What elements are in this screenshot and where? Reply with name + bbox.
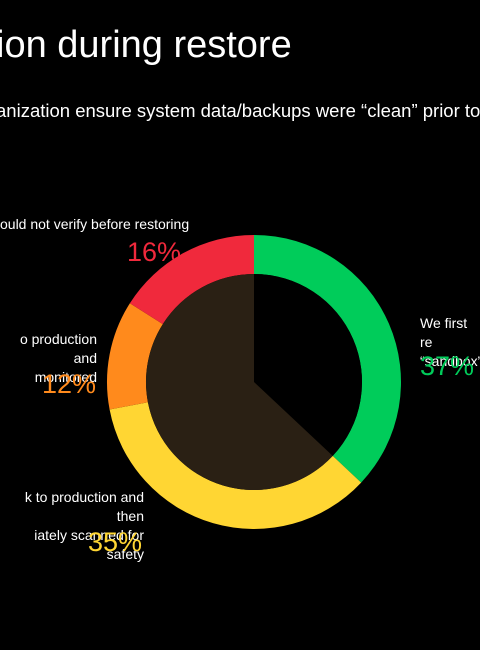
donut-segment-not-verified — [129, 234, 254, 325]
inner-pie-first-slice — [254, 274, 362, 456]
donut-ring — [107, 234, 401, 529]
slice-label-monitored: o production and monitored — [19, 331, 97, 385]
donut-segment-sandbox — [254, 235, 401, 483]
donut-segment-monitored — [107, 303, 163, 410]
donut-segment-scanned — [109, 402, 362, 529]
slice-value-scanned: 35% — [87, 527, 142, 557]
slice-value-monitored: 12% — [41, 369, 96, 399]
inner-pie-remainder — [146, 274, 333, 490]
slice-value-not-verified: 16% — [127, 237, 182, 267]
slice-value-sandbox: 37% — [420, 351, 475, 381]
inner-pie — [146, 274, 362, 490]
slice-label-scanned: k to production and then iately scanned … — [24, 489, 144, 562]
survey-question: anization ensure system data/backups wer… — [0, 100, 480, 121]
slide-title: ion during restore — [0, 24, 292, 66]
slice-label-sandbox: We first re “sandbox” — [420, 315, 480, 369]
slice-label-not-verified: ould not verify before restoring — [0, 216, 190, 232]
